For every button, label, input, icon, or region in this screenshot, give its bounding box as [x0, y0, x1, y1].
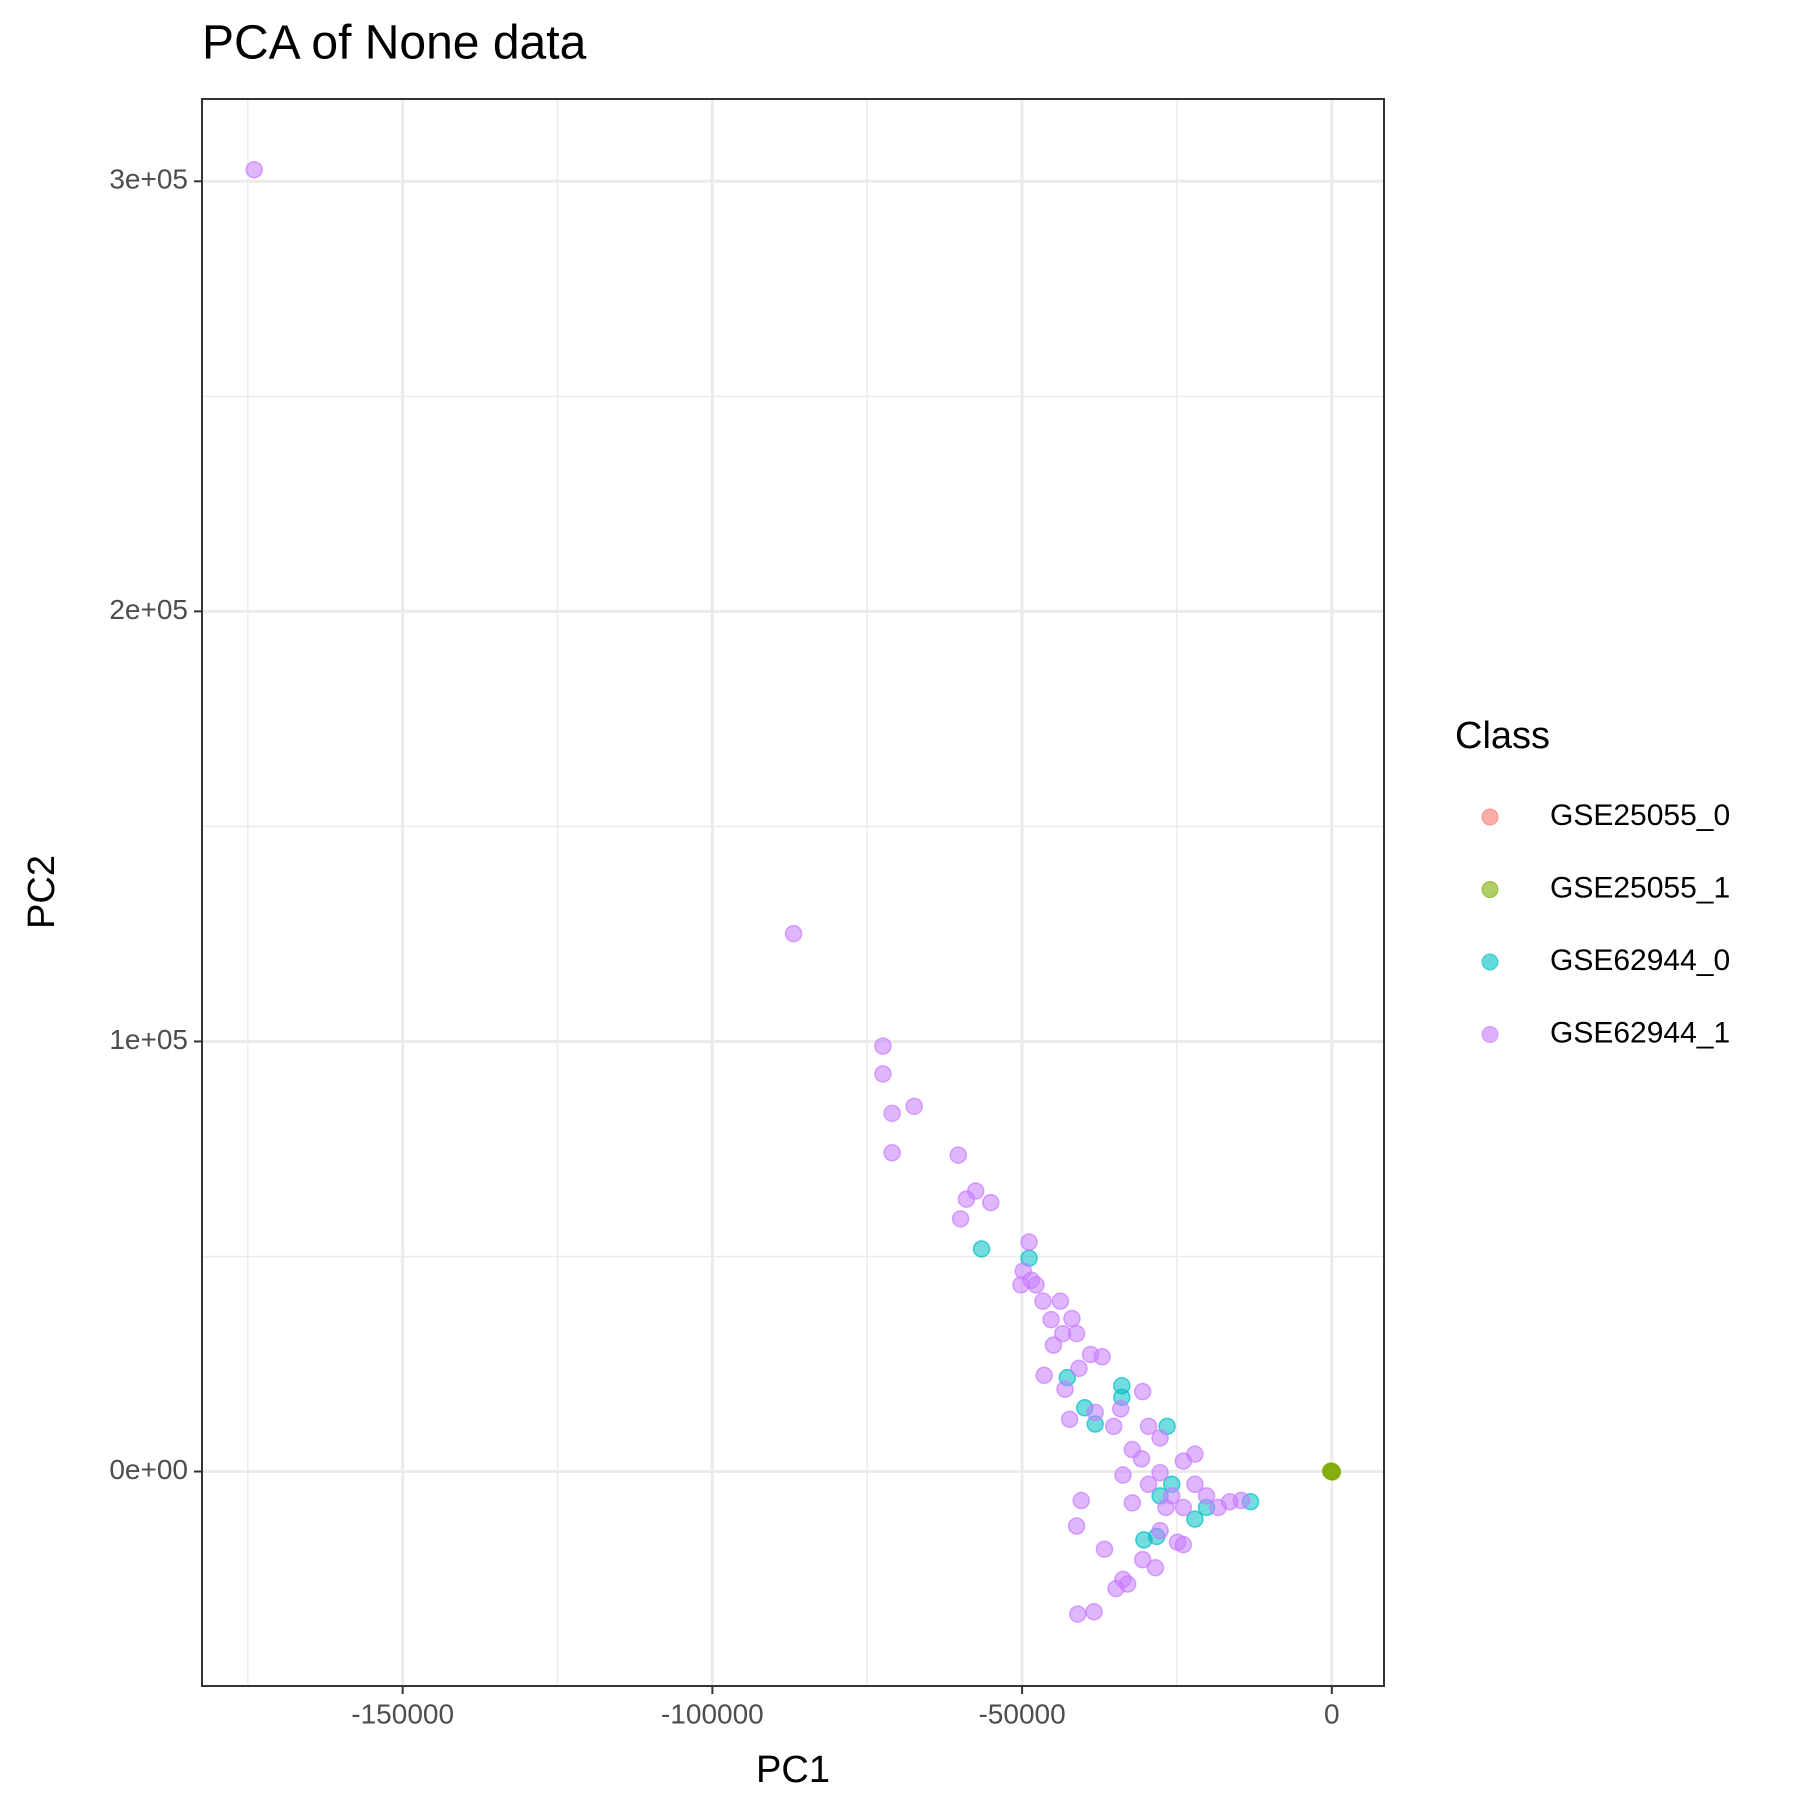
point: [1093, 1348, 1111, 1366]
legend-label: GSE62944_1: [1550, 1016, 1730, 1049]
plot-border: [201, 98, 1385, 1687]
y-tick-label: 0e+00: [109, 1454, 188, 1485]
point: [784, 924, 803, 943]
point: [972, 1240, 991, 1258]
point: [1086, 1403, 1104, 1422]
point: [1186, 1510, 1204, 1528]
point: [1070, 1359, 1088, 1378]
point: [1034, 1292, 1052, 1310]
point: [1020, 1233, 1038, 1251]
x-tick-label: 0: [1324, 1698, 1340, 1729]
point: [1157, 1498, 1175, 1517]
legend-marker: [1481, 953, 1499, 971]
point: [905, 1097, 923, 1116]
point: [1114, 1466, 1132, 1484]
point: [1056, 1380, 1074, 1398]
point: [1133, 1550, 1152, 1569]
y-axis-title: PC2: [21, 855, 63, 929]
point: [1139, 1475, 1158, 1494]
point: [1060, 1410, 1079, 1429]
legend-marker: [1481, 1026, 1499, 1043]
chart-title: PCA of None data: [202, 17, 587, 70]
point: [1186, 1475, 1204, 1494]
point: [966, 1182, 985, 1200]
point: [1174, 1498, 1193, 1517]
point: [1197, 1487, 1216, 1505]
point: [245, 160, 263, 179]
point: [1027, 1276, 1045, 1294]
point: [1151, 1463, 1169, 1482]
point: [1323, 1463, 1342, 1481]
legend-label: GSE62944_0: [1550, 944, 1730, 977]
x-tick-label: -100000: [661, 1698, 764, 1729]
point: [1132, 1450, 1151, 1468]
y-tick-label: 3e+05: [109, 164, 188, 195]
point: [949, 1146, 968, 1164]
point: [951, 1210, 970, 1228]
point: [1186, 1445, 1204, 1463]
point: [1104, 1417, 1123, 1436]
point: [883, 1144, 901, 1162]
point: [874, 1037, 892, 1055]
point: [1044, 1336, 1063, 1354]
point: [1146, 1558, 1165, 1577]
legend-title: Class: [1455, 715, 1550, 757]
point: [1232, 1491, 1251, 1510]
point: [874, 1065, 892, 1083]
point: [1133, 1382, 1152, 1401]
x-axis-title: PC1: [756, 1749, 830, 1791]
legend-label: GSE25055_0: [1550, 799, 1730, 832]
point: [1123, 1494, 1142, 1512]
point: [1118, 1575, 1137, 1593]
point: [1151, 1429, 1169, 1447]
point: [1151, 1521, 1169, 1540]
point: [1072, 1491, 1090, 1510]
x-tick-label: -150000: [351, 1698, 454, 1729]
point: [883, 1104, 901, 1123]
y-tick-label: 2e+05: [109, 594, 188, 625]
x-tick-label: -50000: [978, 1698, 1065, 1729]
legend-marker: [1481, 808, 1499, 826]
legend-marker: [1481, 881, 1499, 898]
point: [1051, 1292, 1070, 1310]
legend-label: GSE25055_1: [1550, 871, 1730, 904]
point: [1139, 1417, 1158, 1436]
point: [1035, 1366, 1053, 1385]
y-tick-label: 1e+05: [109, 1024, 188, 1055]
point: [1042, 1310, 1060, 1329]
point: [981, 1193, 1000, 1212]
point: [1095, 1540, 1114, 1558]
point: [1063, 1309, 1081, 1328]
point: [1067, 1517, 1086, 1535]
point: [1174, 1535, 1193, 1554]
point: [1069, 1605, 1087, 1623]
point: [1111, 1400, 1130, 1418]
point: [1053, 1324, 1072, 1343]
point: [1085, 1603, 1103, 1621]
